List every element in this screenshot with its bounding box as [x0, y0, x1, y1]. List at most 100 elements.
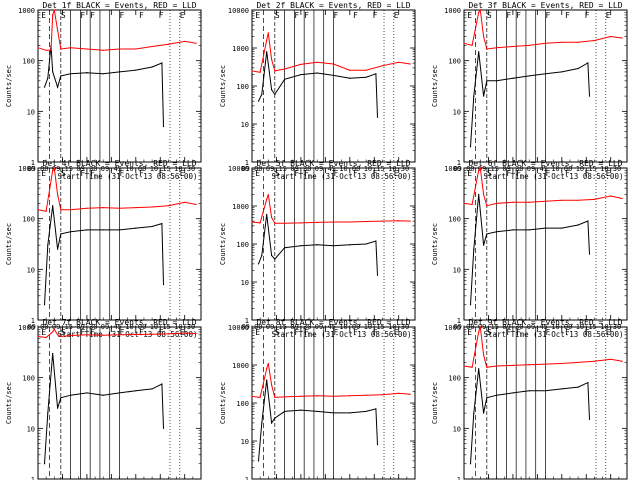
event-letter: F	[90, 169, 95, 178]
lld-data-point	[135, 207, 137, 209]
event-letter: F	[80, 169, 85, 178]
lld-data-point	[478, 11, 480, 13]
events-data-point	[43, 463, 46, 465]
event-letter: F	[546, 11, 551, 20]
lld-data-point	[479, 9, 481, 11]
events-data-point	[102, 73, 104, 75]
y-tick-label: 1000	[444, 324, 461, 332]
lld-data-point	[56, 193, 59, 196]
events-data-point	[118, 71, 121, 73]
lld-data-point	[486, 366, 488, 368]
lld-data-point	[512, 201, 514, 203]
y-tick-label: 100	[22, 216, 35, 224]
events-data-point	[588, 95, 591, 97]
events-data-point	[588, 253, 591, 255]
events-data-point	[60, 233, 62, 235]
lld-data-point	[398, 61, 400, 63]
lld-data-point	[135, 333, 137, 336]
panel-title: Det 7f BLACK = Events, RED = LLD	[42, 318, 196, 327]
event-letter: F	[90, 328, 95, 337]
y-tick-label: 1	[457, 159, 461, 167]
x-axis-label: Start Time (31-Oct-13 08:56:00)	[272, 172, 412, 181]
events-data-point	[561, 71, 563, 73]
events-data-point	[376, 116, 379, 118]
lld-data-point	[398, 392, 400, 394]
lld-data-point	[60, 48, 62, 50]
lld-data-point	[56, 334, 59, 336]
lld-data-point	[118, 207, 121, 209]
lld-data-point	[621, 37, 623, 39]
events-data-point	[43, 304, 46, 306]
events-data-point	[469, 463, 472, 465]
lld-data-point	[482, 35, 485, 38]
y-tick-label: 100	[448, 375, 461, 383]
event-letter: E	[606, 169, 611, 178]
event-letter: F	[139, 169, 144, 178]
lld-data-point	[478, 169, 480, 171]
y-tick-label: 10	[241, 438, 249, 446]
y-axis-label: Counts/sec	[5, 223, 13, 265]
events-data-point	[70, 394, 72, 396]
event-letter: F	[353, 169, 358, 178]
lld-data-point	[316, 395, 318, 397]
lld-data-point	[561, 41, 563, 43]
events-data-point	[482, 412, 485, 414]
lld-data-point	[267, 32, 269, 34]
lld-data-point	[610, 358, 612, 360]
lld-data-point	[471, 44, 473, 47]
events-data-point	[375, 73, 377, 75]
events-data-point	[332, 74, 335, 77]
events-data-point	[577, 224, 579, 226]
event-letter: F	[139, 328, 144, 337]
events-data-point	[162, 125, 165, 128]
lld-data-point	[284, 222, 286, 224]
lld-data-point	[471, 366, 473, 368]
events-data-point	[332, 412, 335, 414]
events-data-point	[60, 75, 62, 77]
lld-data-point	[270, 216, 273, 219]
events-series-line	[44, 45, 164, 127]
events-data-point	[587, 381, 589, 384]
events-data-point	[261, 93, 263, 96]
events-data-point	[561, 388, 563, 390]
events-series-line	[44, 205, 164, 305]
y-tick-label: 100	[236, 83, 249, 91]
lld-data-point	[259, 222, 261, 224]
events-series-line	[258, 380, 378, 461]
x-axis-label: Start Time (31-Oct-13 08:56:00)	[484, 330, 624, 339]
lld-data-point	[284, 396, 286, 398]
event-letter: E	[394, 169, 399, 178]
y-axis-label: Counts/sec	[219, 65, 227, 107]
event-letter: E	[606, 328, 611, 337]
lld-data-point	[496, 202, 498, 205]
x-axis-label: Start Time (31-Oct-13 08:56:00)	[58, 172, 198, 181]
events-series-line	[470, 194, 590, 305]
lld-data-point	[45, 49, 47, 51]
y-tick-label: 10	[453, 425, 461, 433]
lld-data-point	[86, 334, 88, 336]
event-letter: F	[304, 11, 309, 20]
y-tick-label: 10000	[228, 324, 249, 332]
lld-data-point	[274, 70, 276, 72]
lld-data-point	[251, 395, 253, 397]
lld-data-point	[135, 48, 137, 50]
y-tick-label: 10	[241, 279, 249, 287]
events-data-point	[316, 410, 318, 413]
panel-7: Det 7f BLACK = Events, RED = LLD 1 10 100 10…	[5, 318, 202, 480]
lld-data-point	[167, 205, 169, 207]
y-axis-label: Counts/sec	[431, 223, 439, 265]
lld-data-point	[56, 29, 59, 31]
lld-data-point	[53, 328, 55, 330]
event-letter: E	[180, 11, 185, 20]
x-axis-label: Start Time (31-Oct-13 08:56:00)	[484, 172, 624, 181]
lld-data-point	[151, 333, 153, 335]
events-data-point	[135, 69, 137, 71]
events-series-line	[470, 368, 590, 464]
events-data-point	[512, 77, 514, 79]
lld-data-point	[349, 69, 351, 71]
y-axis-label: Counts/sec	[5, 382, 13, 424]
event-letter: F	[373, 328, 378, 337]
event-letter: E	[467, 169, 472, 178]
lld-data-point	[496, 47, 498, 49]
events-data-point	[496, 394, 498, 396]
